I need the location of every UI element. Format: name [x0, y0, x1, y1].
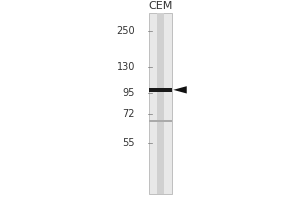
- Bar: [157, 13, 164, 194]
- Text: 72: 72: [122, 109, 135, 119]
- Text: 55: 55: [122, 138, 135, 148]
- Text: 95: 95: [123, 88, 135, 98]
- Text: CEM: CEM: [148, 1, 173, 11]
- Bar: [149, 120, 172, 122]
- Bar: [149, 88, 172, 92]
- Text: 130: 130: [117, 62, 135, 72]
- Polygon shape: [173, 86, 187, 94]
- Text: 250: 250: [116, 26, 135, 36]
- Bar: [149, 13, 172, 194]
